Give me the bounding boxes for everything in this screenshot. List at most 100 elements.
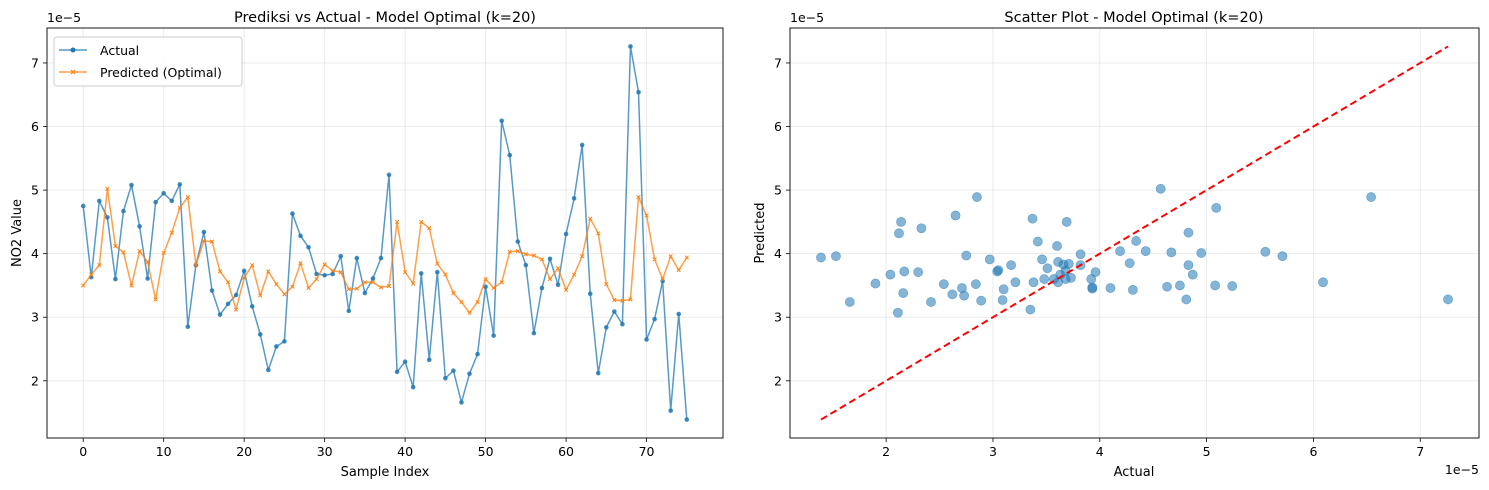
point-actual xyxy=(435,269,440,275)
point-actual xyxy=(137,224,142,229)
point-predicted xyxy=(499,280,504,285)
scatter-point xyxy=(896,216,906,227)
point-actual xyxy=(523,262,529,268)
point-actual xyxy=(274,344,279,349)
left-y-axis-label: NO2 Value xyxy=(10,199,25,267)
point-predicted xyxy=(531,253,537,258)
left-y-tick-label: 3 xyxy=(31,310,39,325)
point-predicted xyxy=(145,259,150,265)
point-predicted xyxy=(338,269,343,275)
scatter-point xyxy=(885,269,896,280)
point-actual xyxy=(418,271,424,276)
left-x-tick-label: 10 xyxy=(156,444,172,459)
point-predicted xyxy=(612,297,617,303)
point-predicted xyxy=(515,248,520,254)
left-y-tick-label: 2 xyxy=(31,373,39,388)
point-predicted xyxy=(330,268,335,273)
point-actual xyxy=(354,255,360,261)
point-actual xyxy=(587,291,593,297)
point-predicted xyxy=(636,194,641,200)
point-actual xyxy=(217,312,223,317)
right-x-offset-label: 1e−5 xyxy=(1445,462,1479,477)
point-actual xyxy=(306,245,311,250)
point-actual xyxy=(499,118,504,124)
point-predicted xyxy=(402,269,408,275)
scatter-point xyxy=(1063,258,1074,269)
right-x-tick-label: 2 xyxy=(882,444,890,459)
scatter-point xyxy=(831,251,841,262)
left-x-tick-label: 70 xyxy=(639,444,655,459)
point-predicted xyxy=(676,268,681,273)
point-predicted xyxy=(668,254,673,259)
scatter-point xyxy=(1227,281,1238,291)
point-predicted xyxy=(555,266,561,271)
scatter-point xyxy=(1075,249,1086,260)
scatter-chart-panel: 2 3 4 5 6 7 2 3 4 5 6 7 1e−5 1e−5 Scatter Plot - M… xyxy=(753,10,1480,480)
point-actual xyxy=(322,272,327,278)
point-predicted xyxy=(588,216,593,221)
legend-actual-label: Actual xyxy=(100,43,139,58)
point-actual xyxy=(402,359,408,365)
point-predicted xyxy=(628,297,633,302)
point-predicted xyxy=(242,275,247,280)
right-y-offset-label: 1e−5 xyxy=(790,10,824,25)
point-actual xyxy=(314,271,319,277)
point-actual xyxy=(483,284,488,290)
scatter-point xyxy=(957,283,967,293)
point-actual xyxy=(475,351,480,357)
left-y-tick-label: 7 xyxy=(31,55,39,70)
point-actual xyxy=(555,282,561,288)
point-predicted xyxy=(459,299,464,305)
left-x-axis-label: Sample Index xyxy=(341,465,430,480)
scatter-point xyxy=(950,210,961,221)
right-plot-frame xyxy=(789,27,1480,439)
point-predicted xyxy=(362,280,368,285)
point-actual xyxy=(241,268,247,274)
point-predicted xyxy=(563,287,569,293)
point-actual xyxy=(362,290,368,296)
point-actual xyxy=(169,198,175,204)
point-predicted xyxy=(443,272,448,277)
point-actual xyxy=(652,316,657,322)
point-actual xyxy=(515,239,521,244)
point-actual xyxy=(531,330,537,336)
point-predicted xyxy=(523,252,528,257)
point-predicted xyxy=(427,226,432,231)
point-actual xyxy=(290,211,295,216)
right-y-tick-label: 4 xyxy=(774,246,782,261)
scatter-point xyxy=(993,265,1004,276)
scatter-point xyxy=(1155,183,1166,194)
point-predicted xyxy=(258,293,263,298)
scatter-point xyxy=(1140,246,1151,257)
scatter-point xyxy=(997,295,1008,305)
point-actual xyxy=(676,311,682,317)
point-actual xyxy=(636,89,641,95)
point-predicted xyxy=(571,272,577,277)
point-predicted xyxy=(129,283,134,288)
scatter-point xyxy=(1115,246,1125,257)
point-predicted xyxy=(539,257,545,262)
point-actual xyxy=(443,375,448,381)
point-predicted xyxy=(225,280,231,285)
point-predicted xyxy=(298,261,303,266)
point-predicted xyxy=(435,261,440,266)
scatter-point xyxy=(816,252,826,263)
reference-line xyxy=(820,45,1449,421)
scatter-point xyxy=(1211,202,1222,213)
point-actual xyxy=(620,321,625,327)
left-x-tick-label: 0 xyxy=(79,444,87,459)
scatter-point xyxy=(938,279,949,290)
scatter-point xyxy=(976,295,987,306)
point-predicted xyxy=(354,286,359,291)
scatter-point xyxy=(1196,248,1207,258)
point-actual xyxy=(684,417,690,422)
scatter-point xyxy=(1105,283,1116,293)
scatter-point xyxy=(1028,277,1039,288)
point-actual xyxy=(467,371,472,377)
point-actual xyxy=(644,337,649,342)
right-x-axis-label: Actual xyxy=(1114,465,1155,480)
scatter-point xyxy=(1131,236,1142,246)
point-actual xyxy=(491,333,496,338)
point-actual xyxy=(225,301,231,307)
